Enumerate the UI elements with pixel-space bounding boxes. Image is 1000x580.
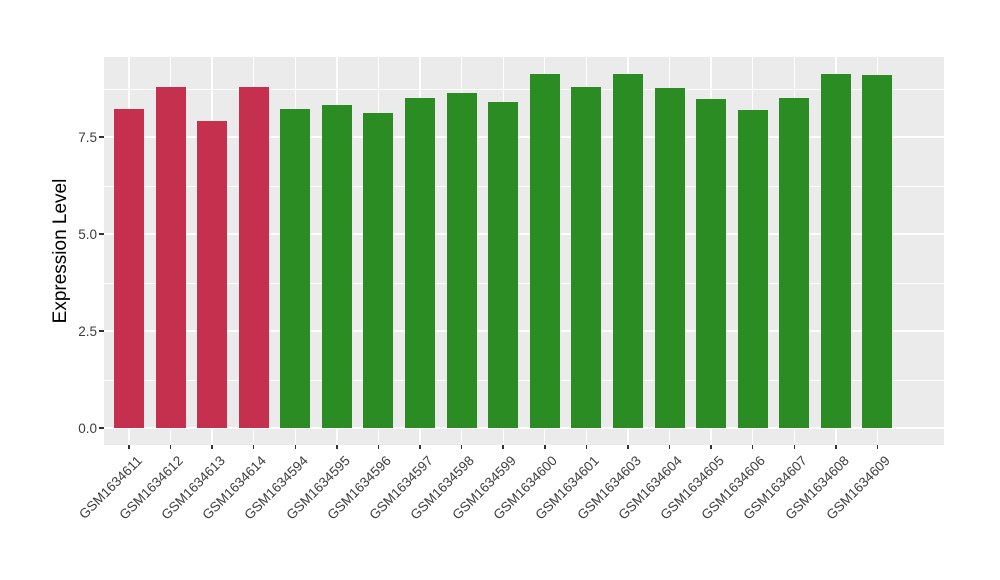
gridline-y-minor xyxy=(104,185,944,187)
gridline-y-major xyxy=(104,233,944,235)
x-tick-mark xyxy=(793,445,796,449)
x-tick-mark xyxy=(627,445,629,449)
x-tick-mark xyxy=(460,445,463,449)
x-tick-mark xyxy=(710,445,712,449)
bar-GSM1634597 xyxy=(405,97,435,428)
x-tick-mark xyxy=(876,445,879,449)
bar-GSM1634605 xyxy=(696,98,727,428)
x-tick-mark xyxy=(211,445,213,449)
x-tick-mark xyxy=(336,445,338,449)
bar-GSM1634603 xyxy=(612,74,643,428)
y-tick-label: 5.0 xyxy=(78,226,97,242)
bar-GSM1634606 xyxy=(737,109,768,428)
bar-GSM1634598 xyxy=(446,93,477,428)
bar-GSM1634607 xyxy=(779,97,810,428)
y-tick-mark xyxy=(99,233,104,235)
y-tick-label: 7.5 xyxy=(78,129,97,145)
bar-GSM1634609 xyxy=(862,74,893,428)
x-tick-mark xyxy=(751,445,754,449)
gridline-y-major xyxy=(104,330,944,332)
x-tick-mark xyxy=(835,445,837,449)
bar-GSM1634600 xyxy=(529,73,560,428)
bar-GSM1634612 xyxy=(155,86,186,428)
x-tick-mark xyxy=(502,445,504,449)
x-tick-mark xyxy=(128,445,130,449)
bar-GSM1634599 xyxy=(488,102,519,428)
bar-GSM1634611 xyxy=(113,108,144,428)
bar-GSM1634601 xyxy=(571,86,602,428)
x-tick-mark xyxy=(252,445,255,449)
bar-GSM1634614 xyxy=(238,87,269,428)
x-tick-mark xyxy=(294,445,297,449)
y-tick-label: 0.0 xyxy=(78,420,97,436)
y-axis-title: Expression Level xyxy=(50,178,71,324)
x-tick-mark xyxy=(419,445,421,449)
gridline-y-minor xyxy=(104,282,944,284)
y-tick-label: 2.5 xyxy=(78,323,97,339)
bar-GSM1634613 xyxy=(197,120,228,428)
x-tick-mark xyxy=(668,445,671,449)
bar-GSM1634596 xyxy=(363,112,394,428)
x-tick-mark xyxy=(585,445,588,449)
plot-panel xyxy=(104,57,944,445)
bar-GSM1634594 xyxy=(280,109,311,428)
bar-GSM1634608 xyxy=(820,73,851,428)
y-tick-mark xyxy=(99,427,104,429)
x-tick-mark xyxy=(544,445,546,449)
x-tick-mark xyxy=(377,445,380,449)
gridline-y-major xyxy=(104,427,944,429)
bar-GSM1634595 xyxy=(321,104,352,428)
y-tick-mark xyxy=(99,136,104,138)
gridline-y-minor xyxy=(104,379,944,381)
gridline-y-major xyxy=(104,136,944,138)
gridline-y-minor xyxy=(104,88,944,90)
bar-GSM1634604 xyxy=(654,88,685,428)
y-tick-mark xyxy=(99,330,104,332)
x-tick-mark xyxy=(169,445,172,449)
